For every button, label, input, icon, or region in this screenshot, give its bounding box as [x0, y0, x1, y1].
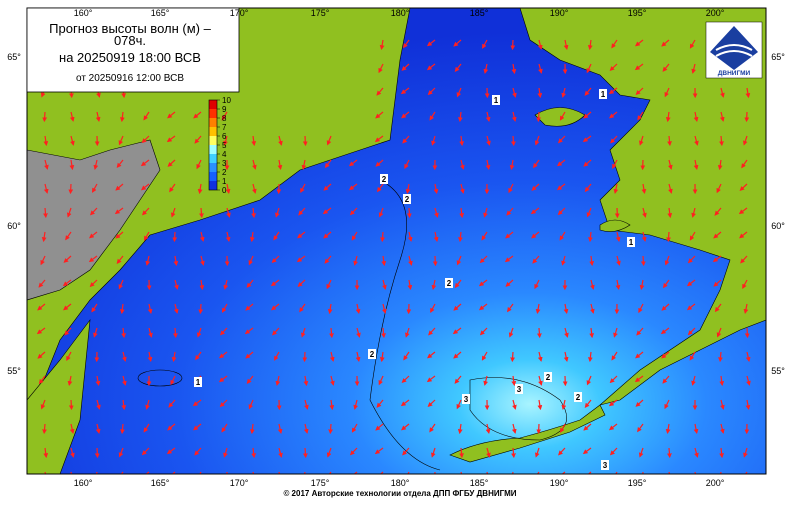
lon-label: 180° [391, 8, 410, 18]
colorbar-label: 2 [222, 168, 227, 177]
contour-label: 3 [464, 395, 469, 404]
lat-label: 60° [7, 221, 21, 231]
contour-label: 1 [494, 96, 499, 105]
lon-label: 195° [628, 8, 647, 18]
arrow [45, 208, 46, 217]
arrow [382, 232, 383, 241]
arrow [174, 232, 175, 241]
arrow [97, 448, 98, 457]
lon-label: 195° [628, 478, 647, 488]
colorbar-label: 10 [222, 96, 231, 105]
arrow [44, 424, 45, 433]
colorbar-cell [209, 163, 217, 172]
arrow [539, 328, 540, 337]
colorbar-cell [209, 118, 217, 127]
arrow [44, 112, 45, 121]
logo: ДВНИГМИ [706, 22, 762, 78]
lat-label: 55° [7, 366, 21, 376]
colorbar-cell [209, 136, 217, 145]
arrow [409, 208, 410, 217]
lat-label: 65° [7, 52, 21, 62]
lon-label: 200° [706, 478, 725, 488]
colorbar-label: 7 [222, 123, 227, 132]
lat-label: 55° [771, 366, 785, 376]
forecast-time: на 20250919 18:00 ВСВ [59, 50, 201, 65]
arrow [71, 400, 72, 409]
arrow [643, 256, 644, 265]
lon-label: 180° [391, 478, 410, 488]
arrow [70, 184, 71, 193]
colorbar-cell [209, 154, 217, 163]
lon-label: 170° [230, 8, 249, 18]
contour-label: 2 [576, 393, 581, 402]
arrow [305, 448, 306, 457]
lon-label: 185° [470, 8, 489, 18]
title: 078ч. [114, 33, 146, 48]
contour-label: 2 [382, 175, 387, 184]
lon-label: 160° [74, 8, 93, 18]
arrow [200, 304, 201, 313]
logo-text: ДВНИГМИ [718, 70, 751, 77]
colorbar-label: 1 [222, 177, 227, 186]
contour-label: 2 [447, 279, 452, 288]
arrow [175, 328, 176, 337]
issue-time: от 20250916 12:00 ВСВ [76, 73, 184, 84]
lon-label: 190° [550, 478, 569, 488]
colorbar-cell [209, 145, 217, 154]
arrow [305, 136, 306, 145]
arrow [330, 424, 331, 433]
footer: © 2017 Авторские технологии отдела ДПП Ф… [283, 489, 516, 498]
arrow [513, 136, 514, 145]
colorbar-cell [209, 109, 217, 118]
arrow [512, 352, 513, 361]
arrow [669, 448, 670, 457]
colorbar-cell [209, 100, 217, 109]
colorbar-cell [209, 172, 217, 181]
lon-label: 175° [311, 8, 330, 18]
arrow [331, 328, 332, 337]
contour-label: 3 [603, 461, 608, 470]
arrow [668, 232, 669, 241]
contour-label: 2 [405, 195, 410, 204]
contour-label: 1 [629, 238, 634, 247]
contour-label: 1 [601, 90, 606, 99]
colorbar-label: 5 [222, 141, 227, 150]
lat-label: 65° [771, 52, 785, 62]
contour-label: 1 [196, 378, 201, 387]
contour-label: 3 [517, 385, 522, 394]
arrow [513, 448, 514, 457]
arrow [201, 208, 202, 217]
lon-label: 165° [151, 478, 170, 488]
lon-label: 160° [74, 478, 93, 488]
colorbar-label: 9 [222, 105, 227, 114]
contour-label: 2 [370, 350, 375, 359]
lon-label: 175° [311, 478, 330, 488]
colorbar-label: 8 [222, 114, 227, 123]
contour-label: 2 [546, 373, 551, 382]
lon-label: 170° [230, 478, 249, 488]
lon-label: 190° [550, 8, 569, 18]
colorbar-label: 4 [222, 150, 227, 159]
lat-label: 60° [771, 221, 785, 231]
colorbar-cell [209, 127, 217, 136]
colorbar-label: 6 [222, 132, 227, 141]
colorbar-label: 3 [222, 159, 227, 168]
colorbar-label: 0 [222, 186, 227, 195]
lon-label: 185° [470, 478, 489, 488]
colorbar-cell [209, 181, 217, 190]
arrow [721, 136, 722, 145]
lon-label: 165° [151, 8, 170, 18]
arrow [538, 112, 539, 121]
lon-label: 200° [706, 8, 725, 18]
